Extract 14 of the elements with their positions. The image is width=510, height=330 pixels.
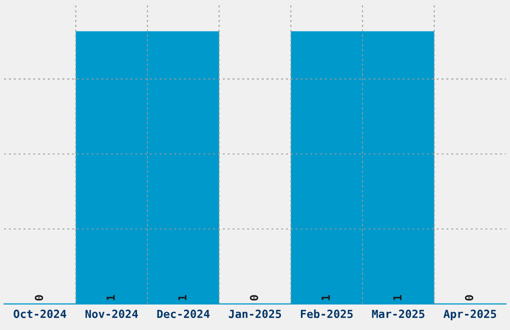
x-tick-label: Dec-2024	[157, 310, 210, 318]
x-tick-label: Apr-2025	[443, 310, 496, 320]
data-label: 1	[322, 295, 330, 300]
data-label: 0	[464, 295, 474, 301]
data-label: 1	[178, 295, 186, 300]
data-label: 1	[106, 295, 115, 300]
x-tick-label: Nov-2024	[86, 310, 138, 318]
x-tick-label: Mar-2025	[372, 310, 424, 318]
data-label: 1	[393, 295, 402, 300]
data-label: 0	[34, 295, 44, 301]
x-tick-label: Jan-2025	[228, 310, 282, 318]
data-label: 0	[250, 295, 258, 301]
x-tick-label: Oct-2024	[14, 310, 66, 318]
x-tick-label: Feb-2025	[300, 309, 353, 318]
